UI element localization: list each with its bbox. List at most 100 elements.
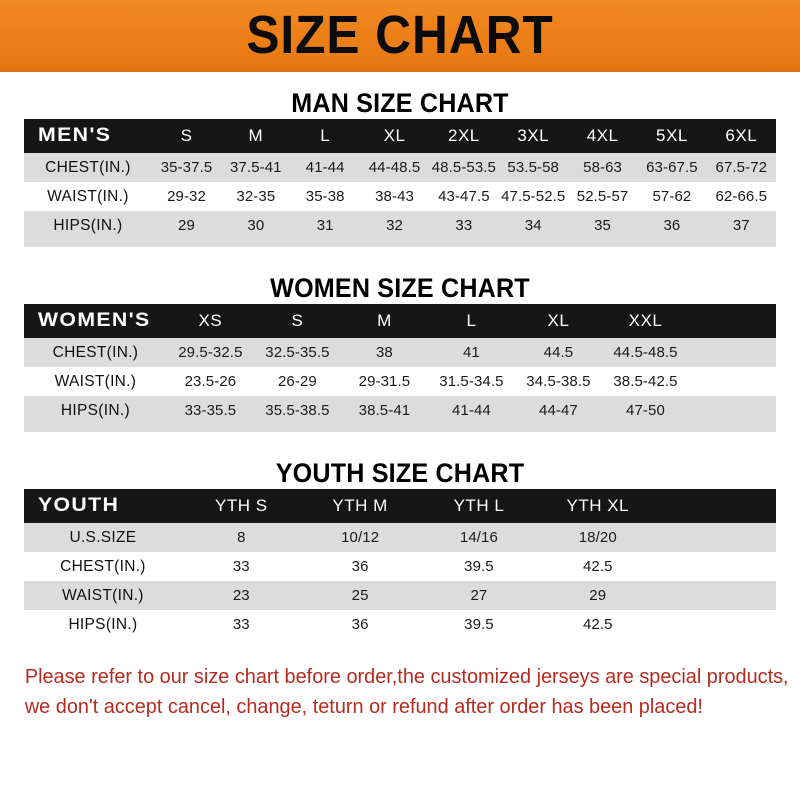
women-cell-empty	[688, 338, 776, 367]
youth-cell-empty	[657, 610, 776, 639]
youth-cell: 36	[300, 610, 420, 639]
youth-cell-empty	[657, 581, 776, 610]
women-size-header-xs: XS	[166, 304, 254, 338]
women-cell: 41-44	[427, 396, 515, 425]
youth-cell: 14/16	[419, 523, 539, 552]
man-cell: 35-37.5	[151, 153, 222, 182]
man-cell: 31	[290, 211, 360, 240]
man-cell: 35	[567, 211, 638, 240]
women-cell: 34.5-38.5	[514, 367, 602, 396]
youth-cell: 39.5	[419, 552, 539, 581]
women-cell: 26-29	[253, 367, 341, 396]
order-policy-note-line-1: Please refer to our size chart before or…	[24, 665, 789, 688]
youth-row-label: WAIST(IN.)	[24, 581, 182, 610]
table-row: HIPS(IN.) 33-35.5 35.5-38.5 38.5-41 41-44 44-…	[24, 396, 776, 425]
table-row: WAIST(IN.) 23.5-26 26-29 29-31.5 31.5-34.5 34…	[24, 367, 776, 396]
man-size-header-label: 2XL	[448, 126, 480, 145]
women-category-header: WOMEN'S	[24, 304, 167, 338]
youth-row-label: CHEST(IN.)	[24, 552, 182, 581]
youth-cell: 10/12	[300, 523, 420, 552]
youth-table-header-row: YOUTH YTH S YTH M YTH L YTH XL	[24, 489, 776, 523]
man-category-header-label: MEN'S	[38, 125, 112, 146]
man-cell: 37.5-41	[221, 153, 291, 182]
man-cell: 30	[221, 211, 291, 240]
man-cell: 48.5-53.5	[429, 153, 499, 182]
youth-category-header-label: YOUTH	[38, 495, 120, 516]
women-cell: 32.5-35.5	[253, 338, 341, 367]
youth-cell: 42.5	[538, 552, 658, 581]
man-category-header: MEN'S	[24, 119, 152, 153]
man-cell: 29	[151, 211, 222, 240]
youth-size-header-empty	[657, 489, 776, 523]
youth-cell: 23	[181, 581, 301, 610]
women-cell: 23.5-26	[166, 367, 254, 396]
man-size-header-label: 5XL	[656, 126, 688, 145]
table-row: WAIST(IN.) 29-32 32-35 35-38 38-43 43-47.5 47.…	[24, 182, 776, 211]
man-cell: 63-67.5	[637, 153, 707, 182]
youth-cell: 39.5	[419, 610, 539, 639]
man-cell: 52.5-57	[567, 182, 638, 211]
women-section-title: WOMEN SIZE CHART	[270, 273, 530, 303]
table-row: CHEST(IN.) 35-37.5 37.5-41 41-44 44-48.5 48.5…	[24, 153, 776, 182]
man-cell: 38-43	[359, 182, 430, 211]
youth-cell-empty	[657, 523, 776, 552]
table-row: HIPS(IN.) 33 36 39.5 42.5	[24, 610, 776, 639]
women-size-table: WOMEN'S XS S M L XL XXL CHEST(IN.) 29.5-32.5 32.5…	[24, 304, 776, 425]
youth-size-table-wrap: YOUTH YTH S YTH M YTH L YTH XL U.S.SIZE 8 10/12…	[24, 489, 776, 639]
youth-cell: 33	[181, 610, 301, 639]
women-table-filler	[24, 425, 776, 432]
man-size-header-4xl: 4XL	[567, 119, 638, 153]
man-cell: 57-62	[637, 182, 707, 211]
youth-size-header-yth-l: YTH L	[419, 489, 539, 523]
man-size-header-label: 4XL	[586, 126, 619, 145]
women-cell: 38	[340, 338, 428, 367]
man-cell: 32-35	[221, 182, 291, 211]
man-size-header-l: L	[290, 119, 360, 153]
women-cell: 38.5-41	[340, 396, 428, 425]
man-size-header-label: 3XL	[517, 126, 550, 145]
youth-cell: 36	[300, 552, 420, 581]
women-cell: 44.5-48.5	[601, 338, 689, 367]
man-size-header-xl: XL	[359, 119, 430, 153]
youth-cell-empty	[657, 552, 776, 581]
women-size-header-label: XL	[547, 311, 570, 330]
man-cell: 29-32	[151, 182, 222, 211]
man-size-header-2xl: 2XL	[429, 119, 499, 153]
women-size-header-empty	[688, 304, 776, 338]
man-size-header-label: 6XL	[725, 126, 758, 145]
women-row-label: CHEST(IN.)	[24, 338, 167, 367]
man-cell: 35-38	[290, 182, 360, 211]
youth-cell: 27	[419, 581, 539, 610]
women-cell: 33-35.5	[166, 396, 254, 425]
women-cell: 31.5-34.5	[427, 367, 515, 396]
women-size-header-xxl: XXL	[601, 304, 689, 338]
youth-size-header-label: YTH XL	[566, 496, 630, 515]
table-row: CHEST(IN.) 33 36 39.5 42.5	[24, 552, 776, 581]
youth-cell: 29	[538, 581, 658, 610]
women-table-header-row: WOMEN'S XS S M L XL XXL	[24, 304, 776, 338]
man-size-header-label: M	[248, 126, 264, 145]
women-cell: 29.5-32.5	[166, 338, 254, 367]
youth-size-header-label: YTH M	[332, 496, 388, 515]
man-cell: 58-63	[567, 153, 638, 182]
man-size-header-label: L	[320, 126, 331, 145]
man-size-table: MEN'S S M L XL 2XL 3XL 4XL 5XL 6XL CHEST(IN.) 35-37…	[24, 119, 776, 240]
women-size-header-label: XXL	[628, 311, 663, 330]
youth-table-filler	[24, 639, 776, 646]
man-size-header-6xl: 6XL	[706, 119, 776, 153]
table-row: CHEST(IN.) 29.5-32.5 32.5-35.5 38 41 44.5 44.5…	[24, 338, 776, 367]
women-size-table-wrap: WOMEN'S XS S M L XL XXL CHEST(IN.) 29.5-32.5 32.5…	[24, 304, 776, 425]
youth-size-header-yth-m: YTH M	[300, 489, 420, 523]
women-cell: 47-50	[601, 396, 689, 425]
man-cell: 67.5-72	[706, 153, 776, 182]
man-size-header-s: S	[151, 119, 222, 153]
order-policy-note-line-2: we don't accept cancel, change, teturn o…	[24, 694, 703, 718]
man-table-filler	[24, 240, 776, 247]
man-size-header-5xl: 5XL	[637, 119, 707, 153]
man-cell: 34	[498, 211, 568, 240]
man-row-label: WAIST(IN.)	[24, 182, 152, 211]
women-size-header-xl: XL	[514, 304, 602, 338]
man-size-table-wrap: MEN'S S M L XL 2XL 3XL 4XL 5XL 6XL CHEST(IN.) 35-37…	[24, 119, 776, 240]
man-row-label: CHEST(IN.)	[24, 153, 152, 182]
